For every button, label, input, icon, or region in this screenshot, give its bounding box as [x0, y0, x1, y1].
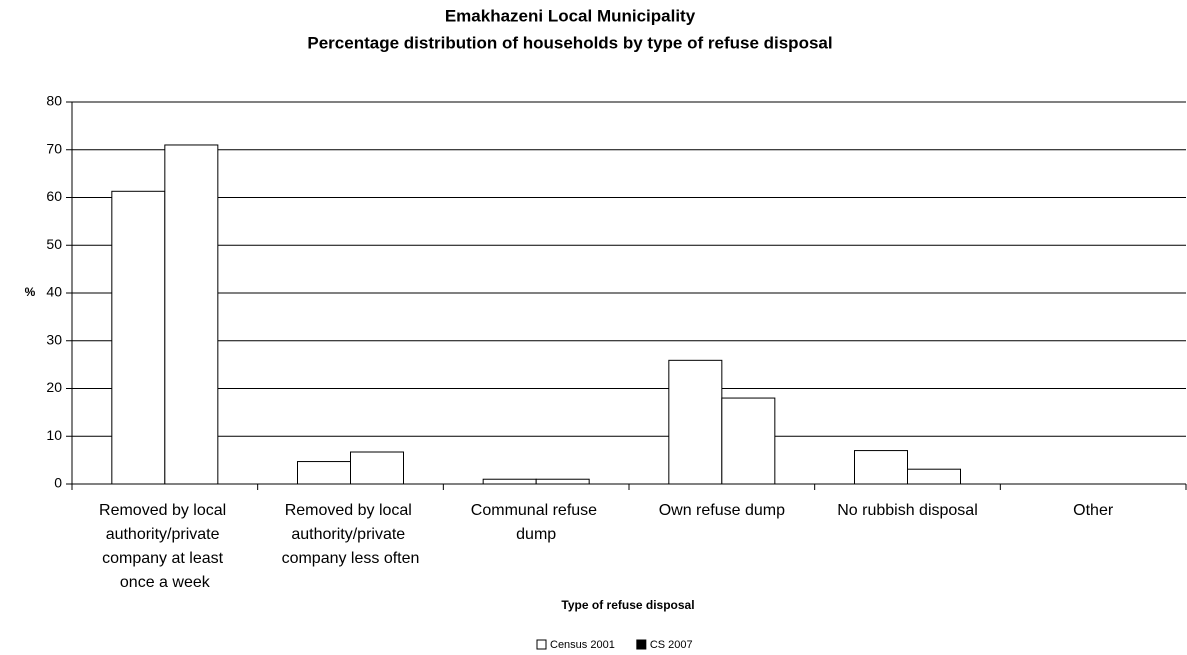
bar	[535, 478, 590, 485]
category-label-line: authority/private	[291, 526, 409, 543]
chart-subtitle: Percentage distribution of households by…	[307, 33, 832, 52]
category-label-line: dump	[516, 526, 556, 543]
y-tick-label: 10	[46, 427, 62, 443]
bar	[854, 450, 908, 485]
bar	[297, 461, 351, 485]
category-label-line: once a week	[120, 574, 211, 591]
y-axis-label: %	[25, 285, 36, 299]
category-label-line: No rubbish disposal	[837, 502, 978, 519]
category-label-line: Own refuse dump	[659, 502, 785, 519]
x-tick-label: Communal refuse dump	[471, 502, 602, 543]
y-tick-label: 0	[54, 475, 62, 491]
y-tick-label: 20	[46, 379, 62, 395]
category-label-line: Removed by local	[285, 502, 417, 519]
x-tick-label: Removed by local authority/private compa…	[282, 502, 420, 567]
bar	[111, 190, 166, 485]
x-tick-label: Removed by local authority/private compa…	[99, 502, 231, 591]
bar	[164, 144, 219, 485]
bar	[668, 359, 723, 485]
legend-label: CS 2007	[650, 639, 693, 651]
legend-marker	[536, 639, 547, 650]
legend-label: Census 2001	[550, 639, 615, 651]
category-label-line: Other	[1073, 502, 1114, 519]
x-tick-label: No rubbish disposal	[837, 502, 978, 519]
y-tick-label: 40	[46, 284, 62, 300]
bar	[721, 397, 776, 485]
bar	[907, 468, 961, 485]
y-tick-label: 80	[46, 93, 62, 109]
x-tick-label: Other	[1073, 502, 1114, 519]
y-tick-label: 30	[46, 331, 62, 347]
x-tick-label: Own refuse dump	[659, 502, 785, 519]
y-tick-label: 70	[46, 140, 62, 156]
category-label-line: company less often	[282, 550, 420, 567]
bar	[482, 478, 537, 485]
category-label-line: company at least	[102, 550, 227, 567]
category-label-line: Removed by local	[99, 502, 231, 519]
chart-title: Emakhazeni Local Municipality	[445, 6, 696, 25]
y-tick-label: 50	[46, 236, 62, 252]
y-tick-label: 60	[46, 188, 62, 204]
category-label-line: authority/private	[106, 526, 224, 543]
bar	[350, 451, 404, 485]
category-label-line: Communal refuse	[471, 502, 602, 519]
legend-marker	[636, 639, 647, 650]
x-axis-label: Type of refuse disposal	[561, 598, 694, 612]
